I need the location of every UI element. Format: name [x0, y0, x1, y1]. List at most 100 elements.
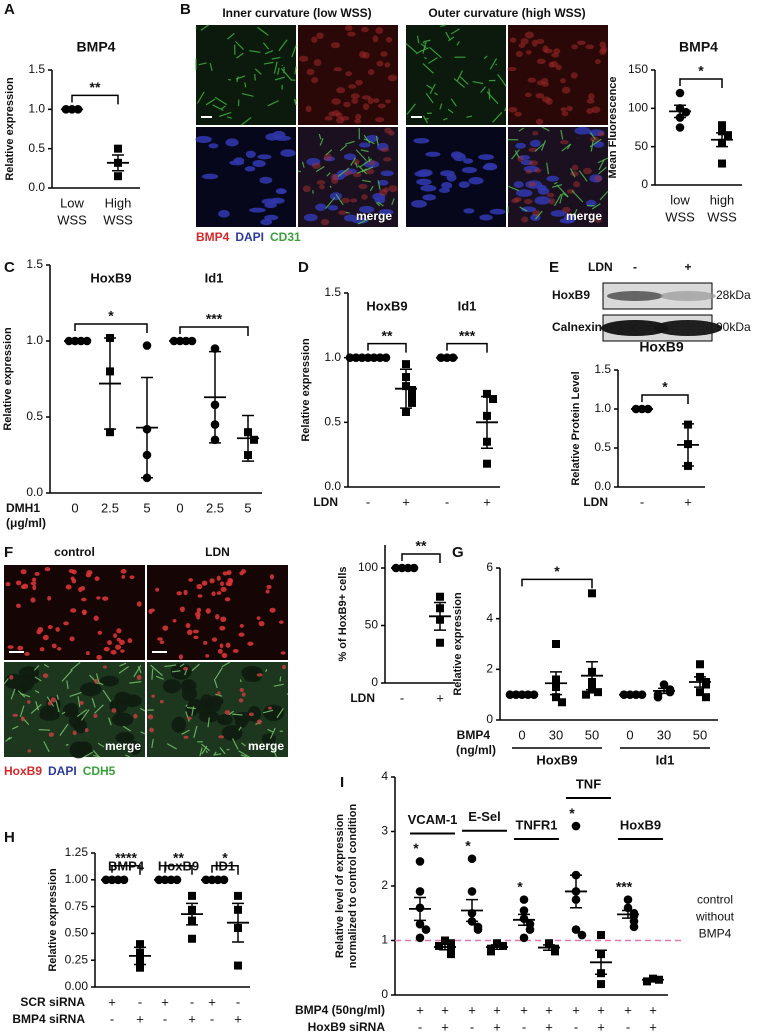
texture — [219, 746, 226, 755]
texture — [447, 108, 454, 114]
texture — [94, 704, 104, 714]
y-tick-label: 1.0 — [28, 102, 45, 116]
texture — [361, 179, 372, 183]
x-category-label: WSS — [665, 209, 695, 224]
y-axis-label: Relative expression — [47, 868, 59, 972]
blot-band — [660, 291, 716, 301]
texture — [330, 42, 341, 49]
texture — [325, 149, 333, 156]
texture — [535, 210, 543, 220]
merge-label: merge — [105, 739, 141, 753]
texture — [185, 622, 191, 629]
x-row-label: BMP4 — [457, 728, 491, 742]
texture — [193, 725, 198, 738]
significance-label: ** — [90, 79, 101, 95]
texture — [320, 218, 330, 226]
texture — [377, 179, 389, 186]
x-category-label: 0 — [518, 727, 525, 742]
texture — [461, 167, 478, 174]
data-point — [64, 336, 74, 346]
texture — [574, 126, 591, 135]
group-header: HoxB9 — [90, 270, 131, 285]
significance-label: ** — [173, 850, 184, 866]
data-point — [210, 435, 220, 445]
x-category-label: + — [108, 994, 116, 1009]
blot-row-label: HoxB9 — [552, 288, 590, 302]
data-point — [637, 404, 647, 414]
texture — [343, 153, 357, 160]
texture — [188, 578, 194, 582]
texture — [413, 137, 430, 144]
texture — [95, 673, 100, 685]
texture — [151, 668, 154, 680]
y-axis-label: Relative expression — [2, 327, 14, 431]
y-axis-label: % of HoxB9+ cells — [337, 566, 349, 661]
data-point — [724, 131, 732, 140]
data-point — [588, 589, 596, 598]
texture — [171, 670, 181, 673]
texture — [598, 159, 605, 171]
texture — [99, 682, 104, 686]
blot-lane: - — [633, 260, 637, 274]
data-point — [623, 895, 633, 904]
texture — [232, 713, 243, 716]
x-category-label: 0 — [71, 500, 78, 515]
texture — [562, 206, 571, 214]
texture — [55, 700, 60, 713]
data-point — [391, 563, 401, 573]
y-tick-label: 1.00 — [65, 872, 89, 886]
texture — [181, 729, 190, 735]
texture — [186, 629, 193, 636]
micrograph — [196, 25, 296, 125]
texture — [265, 589, 270, 594]
texture — [279, 676, 282, 682]
texture — [240, 754, 248, 758]
texture — [583, 167, 592, 175]
data-point — [436, 592, 444, 601]
x-category-label: 2.5 — [206, 500, 224, 515]
texture — [65, 584, 72, 590]
texture — [224, 710, 231, 715]
texture — [387, 74, 398, 82]
texture — [478, 154, 495, 161]
data-point — [493, 939, 501, 948]
data-point — [675, 88, 685, 98]
texture — [507, 66, 517, 72]
texture — [269, 607, 276, 613]
data-point — [467, 917, 477, 926]
data-point — [718, 159, 726, 168]
texture — [339, 144, 348, 152]
texture — [69, 636, 75, 642]
texture — [71, 569, 77, 575]
texture — [385, 99, 391, 104]
texture — [570, 168, 576, 178]
group-header: VCAM-1 — [408, 812, 458, 827]
texture — [155, 587, 160, 592]
texture — [192, 629, 199, 634]
texture — [302, 185, 311, 193]
texture — [238, 698, 244, 703]
legend-entry: BMP4 — [196, 230, 230, 244]
texture — [15, 580, 22, 586]
data-point — [234, 961, 242, 970]
data-point — [169, 336, 179, 346]
group-header: Id1 — [458, 298, 477, 313]
texture — [57, 646, 62, 651]
x-category-label: - — [163, 1011, 167, 1026]
texture — [241, 742, 246, 747]
texture — [424, 57, 427, 60]
texture — [378, 208, 394, 216]
texture — [172, 619, 177, 623]
data-point — [643, 977, 651, 986]
data-point — [483, 411, 491, 420]
texture — [273, 61, 278, 74]
y-tick-label: 1.5 — [26, 257, 43, 271]
texture — [350, 93, 360, 99]
texture — [531, 39, 538, 47]
data-point — [436, 353, 446, 362]
texture — [298, 55, 309, 62]
texture — [257, 154, 272, 160]
texture — [456, 41, 460, 46]
significance-label: * — [222, 850, 228, 866]
texture — [377, 103, 386, 109]
